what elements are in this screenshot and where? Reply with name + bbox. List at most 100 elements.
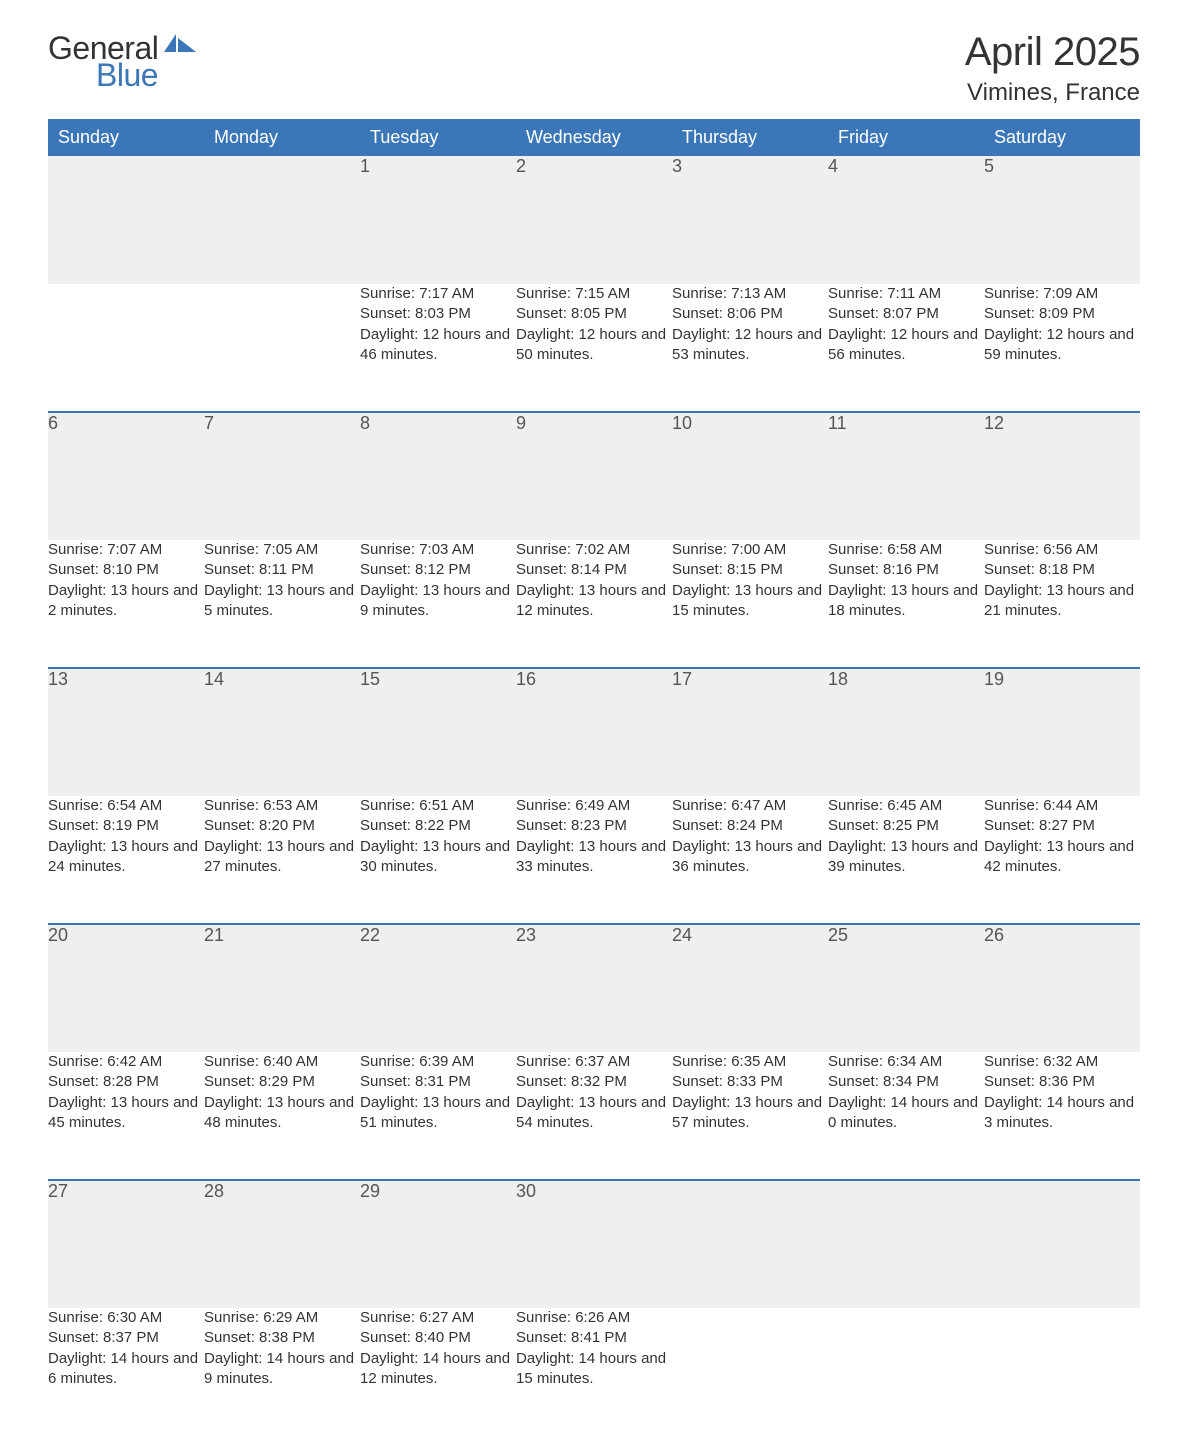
day-number-cell: 10 — [672, 412, 828, 540]
sunset-text: Sunset: 8:05 PM — [516, 304, 672, 324]
daylight-text: Daylight: 14 hours and 0 minutes. — [828, 1093, 984, 1134]
sunrise-text: Sunrise: 7:15 AM — [516, 284, 672, 304]
sunrise-text: Sunrise: 6:40 AM — [204, 1052, 360, 1072]
day-number-row: 27282930 — [48, 1180, 1140, 1308]
sunrise-text: Sunrise: 6:34 AM — [828, 1052, 984, 1072]
logo: General Blue — [48, 30, 198, 94]
sunset-text: Sunset: 8:15 PM — [672, 560, 828, 580]
sunrise-text: Sunrise: 6:49 AM — [516, 796, 672, 816]
calendar-table: Sunday Monday Tuesday Wednesday Thursday… — [48, 119, 1140, 1436]
daylight-text: Daylight: 13 hours and 24 minutes. — [48, 837, 204, 878]
sunrise-text: Sunrise: 6:26 AM — [516, 1308, 672, 1328]
day-content-cell: Sunrise: 6:49 AMSunset: 8:23 PMDaylight:… — [516, 796, 672, 924]
sunrise-text: Sunrise: 7:00 AM — [672, 540, 828, 560]
sunrise-text: Sunrise: 7:11 AM — [828, 284, 984, 304]
day-number-cell: 19 — [984, 668, 1140, 796]
sunset-text: Sunset: 8:03 PM — [360, 304, 516, 324]
day-number-cell: 3 — [672, 156, 828, 284]
sunset-text: Sunset: 8:37 PM — [48, 1328, 204, 1348]
day-number-row: 20212223242526 — [48, 924, 1140, 1052]
day-content-cell: Sunrise: 6:53 AMSunset: 8:20 PMDaylight:… — [204, 796, 360, 924]
day-number-cell: 4 — [828, 156, 984, 284]
day-content-cell: Sunrise: 7:15 AMSunset: 8:05 PMDaylight:… — [516, 284, 672, 412]
daylight-text: Daylight: 14 hours and 12 minutes. — [360, 1349, 516, 1390]
day-content-cell: Sunrise: 6:58 AMSunset: 8:16 PMDaylight:… — [828, 540, 984, 668]
sunset-text: Sunset: 8:41 PM — [516, 1328, 672, 1348]
daylight-text: Daylight: 13 hours and 48 minutes. — [204, 1093, 360, 1134]
day-number-cell — [828, 1180, 984, 1308]
day-number-cell: 16 — [516, 668, 672, 796]
day-content-cell: Sunrise: 7:09 AMSunset: 8:09 PMDaylight:… — [984, 284, 1140, 412]
sunrise-text: Sunrise: 6:56 AM — [984, 540, 1140, 560]
sunrise-text: Sunrise: 6:32 AM — [984, 1052, 1140, 1072]
sunrise-text: Sunrise: 6:35 AM — [672, 1052, 828, 1072]
daylight-text: Daylight: 12 hours and 59 minutes. — [984, 325, 1140, 366]
day-content-cell: Sunrise: 7:13 AMSunset: 8:06 PMDaylight:… — [672, 284, 828, 412]
weekday-header: Sunday — [48, 119, 204, 156]
day-number-cell: 7 — [204, 412, 360, 540]
day-number-cell: 14 — [204, 668, 360, 796]
daylight-text: Daylight: 13 hours and 30 minutes. — [360, 837, 516, 878]
day-number-cell: 11 — [828, 412, 984, 540]
daylight-text: Daylight: 13 hours and 42 minutes. — [984, 837, 1140, 878]
sunset-text: Sunset: 8:34 PM — [828, 1072, 984, 1092]
day-content-cell — [672, 1308, 828, 1436]
sunset-text: Sunset: 8:06 PM — [672, 304, 828, 324]
day-number-cell: 28 — [204, 1180, 360, 1308]
daylight-text: Daylight: 13 hours and 45 minutes. — [48, 1093, 204, 1134]
daylight-text: Daylight: 13 hours and 18 minutes. — [828, 581, 984, 622]
day-number-cell: 12 — [984, 412, 1140, 540]
sunrise-text: Sunrise: 7:02 AM — [516, 540, 672, 560]
daylight-text: Daylight: 14 hours and 15 minutes. — [516, 1349, 672, 1390]
sunset-text: Sunset: 8:40 PM — [360, 1328, 516, 1348]
sunrise-text: Sunrise: 6:58 AM — [828, 540, 984, 560]
day-content-cell: Sunrise: 7:17 AMSunset: 8:03 PMDaylight:… — [360, 284, 516, 412]
day-content-cell: Sunrise: 6:47 AMSunset: 8:24 PMDaylight:… — [672, 796, 828, 924]
daylight-text: Daylight: 13 hours and 2 minutes. — [48, 581, 204, 622]
daylight-text: Daylight: 13 hours and 36 minutes. — [672, 837, 828, 878]
daylight-text: Daylight: 14 hours and 6 minutes. — [48, 1349, 204, 1390]
daylight-text: Daylight: 13 hours and 57 minutes. — [672, 1093, 828, 1134]
location: Vimines, France — [965, 79, 1140, 107]
sunset-text: Sunset: 8:32 PM — [516, 1072, 672, 1092]
day-number-cell — [204, 156, 360, 284]
sunset-text: Sunset: 8:10 PM — [48, 560, 204, 580]
day-content-cell: Sunrise: 6:39 AMSunset: 8:31 PMDaylight:… — [360, 1052, 516, 1180]
daylight-text: Daylight: 12 hours and 46 minutes. — [360, 325, 516, 366]
sunset-text: Sunset: 8:20 PM — [204, 816, 360, 836]
day-content-cell: Sunrise: 6:29 AMSunset: 8:38 PMDaylight:… — [204, 1308, 360, 1436]
sunset-text: Sunset: 8:22 PM — [360, 816, 516, 836]
day-content-cell — [48, 284, 204, 412]
daylight-text: Daylight: 14 hours and 9 minutes. — [204, 1349, 360, 1390]
day-number-cell: 22 — [360, 924, 516, 1052]
sunrise-text: Sunrise: 6:29 AM — [204, 1308, 360, 1328]
sunset-text: Sunset: 8:16 PM — [828, 560, 984, 580]
day-number-cell: 26 — [984, 924, 1140, 1052]
day-number-cell: 25 — [828, 924, 984, 1052]
weekday-header: Wednesday — [516, 119, 672, 156]
day-number-cell: 9 — [516, 412, 672, 540]
day-content-cell: Sunrise: 7:07 AMSunset: 8:10 PMDaylight:… — [48, 540, 204, 668]
day-content-cell: Sunrise: 6:54 AMSunset: 8:19 PMDaylight:… — [48, 796, 204, 924]
day-number-cell: 13 — [48, 668, 204, 796]
weekday-header: Thursday — [672, 119, 828, 156]
day-content-cell: Sunrise: 7:00 AMSunset: 8:15 PMDaylight:… — [672, 540, 828, 668]
month-title: April 2025 — [965, 30, 1140, 75]
day-number-cell: 21 — [204, 924, 360, 1052]
logo-blue-text: Blue — [96, 57, 198, 94]
sunrise-text: Sunrise: 6:45 AM — [828, 796, 984, 816]
day-number-cell — [672, 1180, 828, 1308]
day-number-cell: 29 — [360, 1180, 516, 1308]
daylight-text: Daylight: 13 hours and 51 minutes. — [360, 1093, 516, 1134]
sunset-text: Sunset: 8:38 PM — [204, 1328, 360, 1348]
day-content-cell: Sunrise: 6:26 AMSunset: 8:41 PMDaylight:… — [516, 1308, 672, 1436]
daylight-text: Daylight: 14 hours and 3 minutes. — [984, 1093, 1140, 1134]
sunset-text: Sunset: 8:07 PM — [828, 304, 984, 324]
daylight-text: Daylight: 13 hours and 27 minutes. — [204, 837, 360, 878]
day-number-cell: 17 — [672, 668, 828, 796]
sunrise-text: Sunrise: 6:51 AM — [360, 796, 516, 816]
sunrise-text: Sunrise: 6:37 AM — [516, 1052, 672, 1072]
sunrise-text: Sunrise: 7:13 AM — [672, 284, 828, 304]
sunset-text: Sunset: 8:14 PM — [516, 560, 672, 580]
daylight-text: Daylight: 13 hours and 5 minutes. — [204, 581, 360, 622]
